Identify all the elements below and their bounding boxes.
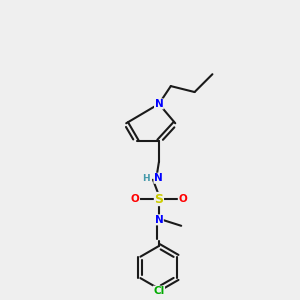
Text: N: N — [154, 215, 163, 225]
Text: Cl: Cl — [153, 286, 164, 296]
Text: H: H — [142, 174, 150, 183]
Text: O: O — [178, 194, 187, 204]
Text: N: N — [154, 99, 163, 109]
Text: N: N — [154, 173, 163, 183]
Text: S: S — [154, 193, 164, 206]
Text: O: O — [131, 194, 140, 204]
